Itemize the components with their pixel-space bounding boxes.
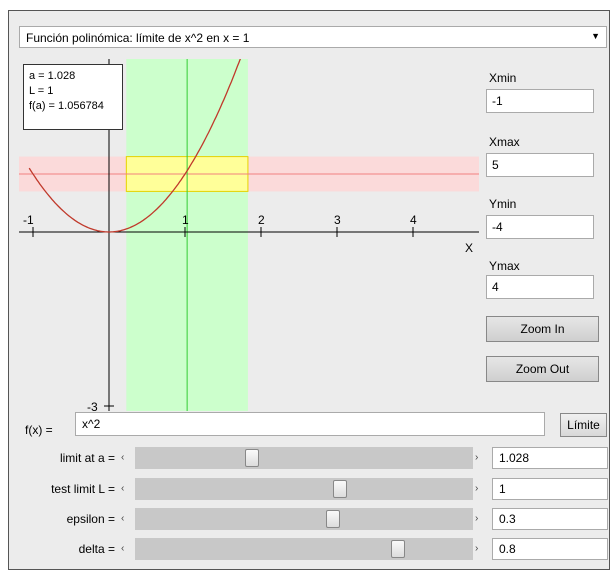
xmax-label: Xmax: [489, 135, 520, 149]
function-label: f(x) =: [25, 423, 53, 437]
slider-thumb[interactable]: [326, 510, 340, 528]
y-tick-label: -3: [87, 400, 98, 411]
arrow-right-icon[interactable]: ›: [475, 543, 479, 554]
test-limit-l-label: test limit L =: [51, 482, 115, 496]
limit-at-a-slider[interactable]: [135, 447, 473, 469]
epsilon-value-input[interactable]: 0.3: [492, 508, 608, 530]
arrow-left-icon[interactable]: ‹: [121, 543, 125, 554]
x-tick-label: 2: [258, 213, 265, 227]
xmax-input[interactable]: 5: [486, 153, 594, 177]
xmin-input[interactable]: -1: [486, 89, 594, 113]
slider-thumb[interactable]: [391, 540, 405, 558]
graph-area[interactable]: -1 1 2 3 4 X -3: [19, 59, 479, 411]
ymin-label: Ymin: [489, 197, 517, 211]
limit-button[interactable]: Límite: [560, 413, 607, 437]
function-input[interactable]: x^2: [75, 412, 545, 436]
fa-readout: f(a) = 1.056784: [29, 100, 104, 112]
epsilon-slider[interactable]: [135, 508, 473, 530]
ymin-input[interactable]: -4: [486, 215, 594, 239]
limit-info-box: a = 1.028 L = 1 f(a) = 1.056784: [23, 64, 123, 130]
graph-canvas: -1 1 2 3 4 X -3: [19, 59, 479, 411]
delta-slider[interactable]: [135, 538, 473, 560]
function-curve: [28, 59, 241, 233]
l-readout: L = 1: [29, 85, 54, 97]
slider-thumb[interactable]: [245, 449, 259, 467]
a-readout: a = 1.028: [29, 70, 76, 82]
test-limit-l-value-input[interactable]: 1: [492, 478, 608, 500]
arrow-right-icon[interactable]: ›: [475, 513, 479, 524]
xmin-label: Xmin: [489, 71, 517, 85]
slider-thumb[interactable]: [333, 480, 347, 498]
x-tick-label: 1: [182, 213, 189, 227]
zoom-in-button[interactable]: Zoom In: [486, 316, 599, 342]
arrow-left-icon[interactable]: ‹: [121, 452, 125, 463]
delta-label: delta =: [78, 542, 115, 556]
x-tick-label: -1: [23, 213, 34, 227]
x-axis-label: X: [465, 241, 473, 255]
function-select[interactable]: Función polinómica: límite de x^2 en x =…: [19, 26, 607, 48]
epsilon-label: epsilon =: [66, 512, 115, 526]
dropdown-arrow-icon: ▼: [591, 31, 600, 41]
applet-window: Función polinómica: límite de x^2 en x =…: [8, 10, 610, 570]
arrow-right-icon[interactable]: ›: [475, 452, 479, 463]
ymax-input[interactable]: 4: [486, 275, 594, 299]
arrow-right-icon[interactable]: ›: [475, 483, 479, 494]
function-select-value: Función polinómica: límite de x^2 en x =…: [26, 31, 250, 45]
zoom-out-button[interactable]: Zoom Out: [486, 356, 599, 382]
limit-at-a-label: limit at a =: [59, 451, 115, 465]
x-tick-label: 3: [334, 213, 341, 227]
delta-value-input[interactable]: 0.8: [492, 538, 608, 560]
x-tick-label: 4: [410, 213, 417, 227]
arrow-left-icon[interactable]: ‹: [121, 483, 125, 494]
limit-at-a-value-input[interactable]: 1.028: [492, 447, 608, 469]
arrow-left-icon[interactable]: ‹: [121, 513, 125, 524]
test-limit-l-slider[interactable]: [135, 478, 473, 500]
ymax-label: Ymax: [489, 259, 520, 273]
